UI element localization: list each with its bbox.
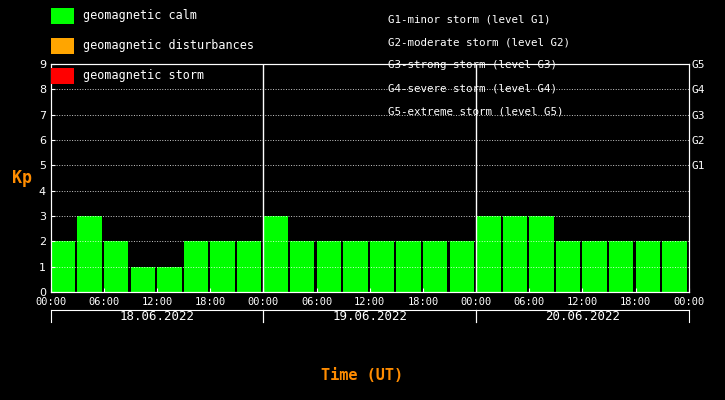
Text: geomagnetic disturbances: geomagnetic disturbances bbox=[83, 40, 254, 52]
Bar bbox=[51, 241, 75, 292]
Bar bbox=[423, 241, 447, 292]
Bar bbox=[210, 241, 235, 292]
Bar bbox=[662, 241, 687, 292]
Bar bbox=[529, 216, 554, 292]
Bar bbox=[183, 241, 208, 292]
Text: 20.06.2022: 20.06.2022 bbox=[545, 310, 620, 322]
Bar bbox=[476, 216, 500, 292]
Text: 19.06.2022: 19.06.2022 bbox=[332, 310, 407, 322]
Bar bbox=[78, 216, 102, 292]
Bar bbox=[263, 216, 288, 292]
Text: G5-extreme storm (level G5): G5-extreme storm (level G5) bbox=[388, 107, 563, 117]
Bar bbox=[450, 241, 474, 292]
Text: geomagnetic calm: geomagnetic calm bbox=[83, 10, 196, 22]
Bar bbox=[636, 241, 660, 292]
Bar bbox=[290, 241, 315, 292]
Text: G4-severe storm (level G4): G4-severe storm (level G4) bbox=[388, 84, 557, 94]
Text: G3-strong storm (level G3): G3-strong storm (level G3) bbox=[388, 60, 557, 70]
Text: Kp: Kp bbox=[12, 169, 32, 187]
Bar bbox=[317, 241, 341, 292]
Bar bbox=[343, 241, 368, 292]
Bar bbox=[502, 216, 527, 292]
Text: Time (UT): Time (UT) bbox=[321, 368, 404, 384]
Text: G2-moderate storm (level G2): G2-moderate storm (level G2) bbox=[388, 37, 570, 47]
Bar bbox=[582, 241, 607, 292]
Bar bbox=[104, 241, 128, 292]
Text: G1-minor storm (level G1): G1-minor storm (level G1) bbox=[388, 14, 550, 24]
Bar bbox=[370, 241, 394, 292]
Bar bbox=[556, 241, 580, 292]
Bar bbox=[237, 241, 261, 292]
Bar bbox=[130, 267, 155, 292]
Bar bbox=[609, 241, 634, 292]
Text: 18.06.2022: 18.06.2022 bbox=[120, 310, 194, 322]
Bar bbox=[157, 267, 181, 292]
Bar bbox=[397, 241, 420, 292]
Text: geomagnetic storm: geomagnetic storm bbox=[83, 70, 204, 82]
